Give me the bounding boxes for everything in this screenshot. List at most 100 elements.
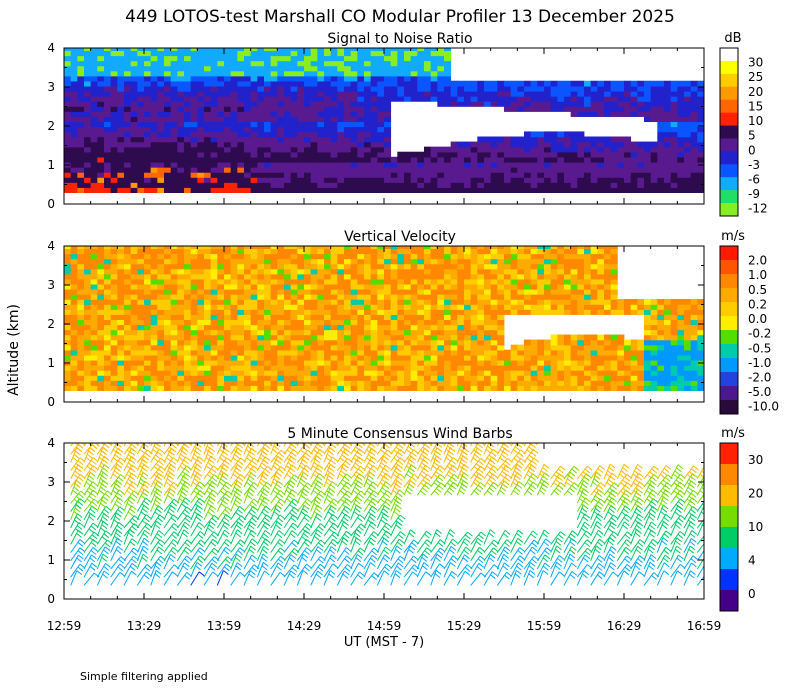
wind-barb	[350, 456, 364, 471]
wind-barb	[70, 554, 84, 570]
colorbar-swatch	[720, 316, 738, 331]
wind-barb	[603, 521, 617, 537]
wind-barb	[390, 538, 405, 553]
wind-barb	[256, 514, 272, 529]
wind-barb	[496, 571, 512, 586]
wind-barb	[216, 447, 230, 463]
x-tick-label: 14:59	[367, 619, 402, 633]
wind-barb	[150, 546, 165, 562]
wind-barb	[656, 514, 672, 529]
wind-barb	[590, 465, 606, 480]
wind-barb	[683, 570, 696, 586]
wind-barb	[683, 562, 697, 578]
wind-barb	[256, 538, 271, 553]
wind-barb	[216, 529, 230, 545]
wind-barb	[323, 514, 338, 529]
wind-barb	[283, 522, 299, 537]
wind-barb	[416, 464, 431, 480]
wind-barb	[590, 563, 605, 578]
y-tick-label: 3	[47, 80, 55, 94]
wind-barb	[670, 464, 684, 480]
wind-barb	[203, 521, 216, 537]
colorbar-swatch	[720, 203, 738, 217]
wind-barb	[243, 465, 259, 480]
wind-barb	[270, 539, 286, 553]
wind-barb	[283, 449, 299, 463]
x-axis-label: UT (MST - 7)	[344, 635, 424, 650]
wind-barb	[483, 529, 496, 545]
wind-barb	[243, 515, 260, 529]
wind-barb	[150, 443, 159, 447]
wind-barb	[70, 513, 83, 529]
wind-barb	[403, 443, 417, 455]
wind-barb	[203, 443, 213, 447]
wind-barb	[616, 546, 632, 562]
wind-barb	[296, 563, 312, 578]
wind-barb	[270, 514, 286, 529]
wind-barb	[230, 463, 243, 480]
wind-barb	[363, 447, 377, 463]
wind-barb	[150, 539, 166, 553]
panel2-title: Vertical Velocity	[344, 229, 456, 245]
wind-barb	[336, 570, 350, 586]
wind-barb	[590, 555, 605, 570]
wind-barb	[456, 570, 471, 586]
wind-barb	[176, 472, 191, 488]
wind-barb	[376, 449, 393, 463]
wind-barb	[296, 538, 312, 553]
x-tick-label: 15:29	[447, 619, 482, 633]
colorbar-swatch	[720, 86, 738, 100]
colorbar-swatch	[720, 590, 738, 612]
wind-barb	[110, 521, 124, 537]
colorbar-swatch	[720, 372, 738, 387]
wind-barb	[630, 539, 646, 553]
wind-barb	[270, 530, 285, 545]
colorbar-label: -3	[748, 158, 760, 172]
wind-barb	[123, 448, 137, 463]
wind-barb	[390, 473, 405, 488]
wind-barb	[603, 553, 616, 570]
wind-barb	[230, 562, 243, 578]
colorbar-swatch	[720, 485, 738, 507]
colorbar-label: -10.0	[748, 400, 779, 414]
wind-barb	[136, 514, 152, 529]
wind-barb	[363, 505, 378, 521]
wind-barb	[70, 443, 81, 447]
wind-barb	[643, 465, 660, 480]
wind-barb	[203, 538, 219, 553]
colorbar-swatch	[720, 260, 738, 275]
wind-barb	[696, 565, 704, 578]
wind-barb	[576, 530, 592, 545]
wind-barb	[70, 464, 84, 480]
colorbar-unit: dB	[724, 31, 741, 46]
wind-barb	[496, 530, 511, 545]
colorbar-unit: m/s	[721, 229, 745, 244]
wind-barb	[470, 562, 485, 578]
wind-barb	[416, 562, 430, 578]
wind-barb	[256, 545, 270, 561]
wind-barb	[363, 562, 376, 578]
wind-barb	[270, 443, 279, 447]
colorbar-swatch	[720, 164, 738, 178]
wind-barb	[243, 447, 257, 463]
wind-barb	[670, 515, 686, 529]
wind-barb	[163, 547, 179, 562]
y-tick-label: 4	[47, 436, 55, 450]
wind-barb	[363, 443, 378, 455]
wind-barb	[110, 474, 126, 488]
colorbar-swatch	[720, 443, 738, 465]
y-tick-label: 0	[47, 197, 55, 211]
wind-barb	[536, 538, 551, 553]
wind-barb	[83, 572, 100, 586]
wind-barb	[363, 443, 372, 447]
wind-barb	[136, 563, 153, 578]
wind-barb	[456, 531, 473, 545]
wind-barb	[363, 497, 379, 512]
wind-barb	[256, 488, 270, 504]
wind-barb	[523, 530, 538, 545]
wind-barb	[163, 514, 179, 529]
wind-barb	[563, 562, 577, 578]
wind-barb	[483, 481, 499, 496]
wind-barb	[523, 562, 536, 578]
